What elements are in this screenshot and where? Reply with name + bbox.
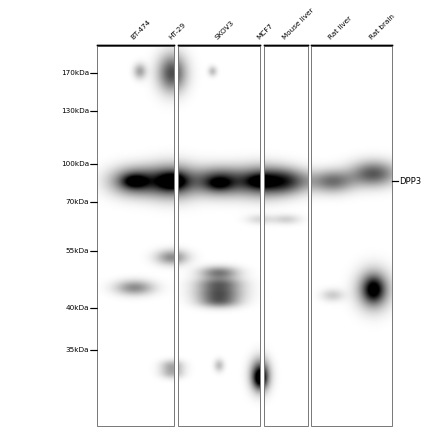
- Bar: [311, 46, 392, 426]
- Bar: [311, 46, 392, 426]
- Text: 35kDa: 35kDa: [66, 347, 89, 353]
- Bar: [264, 46, 308, 426]
- Text: HT-29: HT-29: [167, 22, 187, 41]
- Bar: [97, 46, 174, 426]
- Text: MCF7: MCF7: [255, 22, 274, 41]
- Text: BT-474: BT-474: [130, 19, 152, 41]
- Text: DPP3: DPP3: [399, 177, 421, 186]
- Bar: [0, 7, 440, 46]
- Bar: [264, 46, 308, 426]
- Text: HT-29: HT-29: [167, 22, 187, 41]
- Text: 40kDa: 40kDa: [66, 305, 89, 311]
- Text: Rat liver: Rat liver: [328, 15, 353, 41]
- Bar: [260, 7, 264, 441]
- Text: 100kDa: 100kDa: [61, 161, 89, 167]
- Bar: [311, 46, 392, 426]
- Text: 40kDa: 40kDa: [66, 305, 89, 311]
- Text: MCF7: MCF7: [255, 22, 274, 41]
- Text: Mouse liver: Mouse liver: [282, 7, 315, 41]
- Bar: [308, 7, 311, 441]
- Text: Rat brain: Rat brain: [369, 13, 396, 41]
- Bar: [178, 46, 260, 426]
- Text: 70kDa: 70kDa: [66, 199, 89, 205]
- Text: 35kDa: 35kDa: [66, 347, 89, 353]
- Bar: [0, 7, 97, 441]
- Text: DPP3: DPP3: [399, 177, 421, 186]
- Text: SKOV3: SKOV3: [214, 19, 236, 41]
- Bar: [97, 46, 174, 426]
- Text: Mouse liver: Mouse liver: [282, 7, 315, 41]
- Text: 130kDa: 130kDa: [61, 108, 89, 114]
- Bar: [264, 46, 308, 426]
- Text: BT-474: BT-474: [130, 19, 152, 41]
- Text: 100kDa: 100kDa: [61, 161, 89, 167]
- Bar: [174, 7, 178, 441]
- Text: 55kDa: 55kDa: [66, 248, 89, 254]
- Text: 70kDa: 70kDa: [66, 199, 89, 205]
- Text: Rat brain: Rat brain: [369, 13, 396, 41]
- Text: 55kDa: 55kDa: [66, 248, 89, 254]
- Bar: [0, 426, 440, 441]
- Text: Rat liver: Rat liver: [328, 15, 353, 41]
- Text: SKOV3: SKOV3: [214, 19, 236, 41]
- Bar: [97, 46, 174, 426]
- Bar: [178, 46, 260, 426]
- Text: 170kDa: 170kDa: [61, 70, 89, 76]
- Bar: [178, 46, 260, 426]
- Text: 130kDa: 130kDa: [61, 108, 89, 114]
- Text: 170kDa: 170kDa: [61, 70, 89, 76]
